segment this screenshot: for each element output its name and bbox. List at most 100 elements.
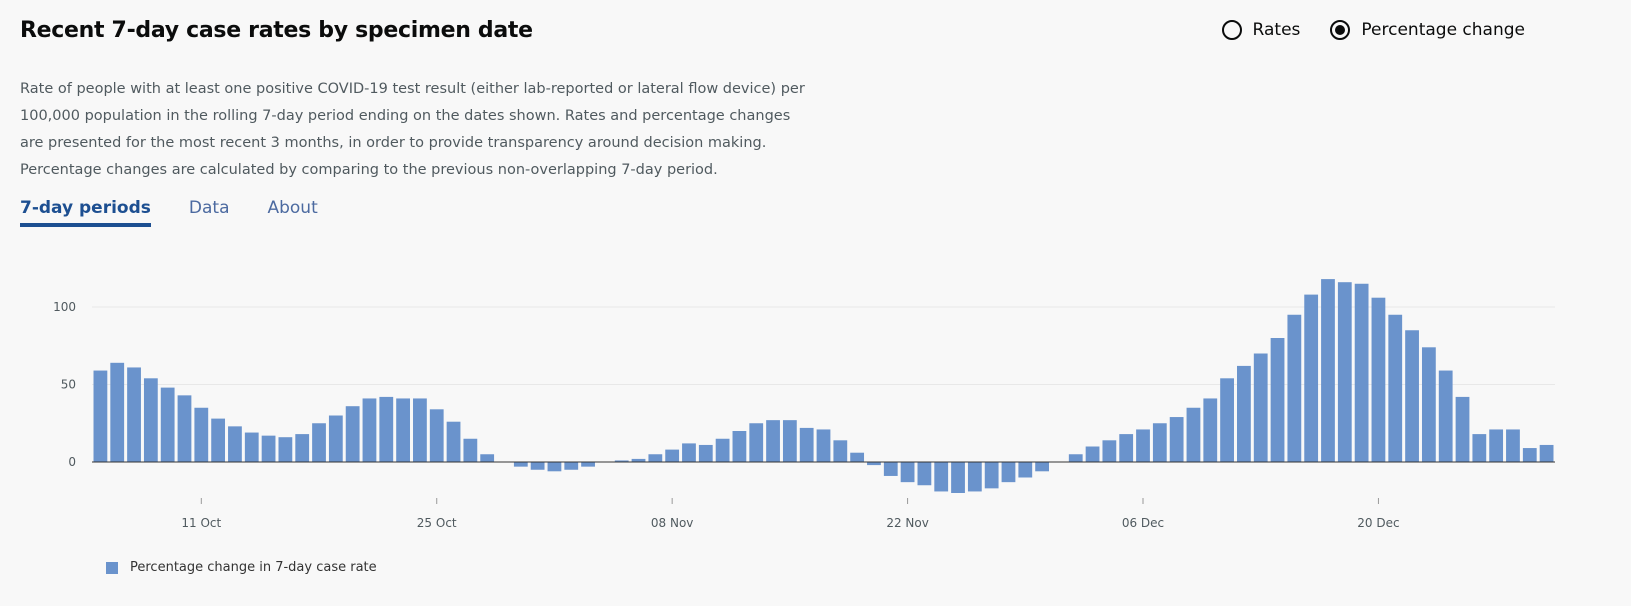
chart-title: Recent 7-day case rates by specimen date <box>20 18 533 43</box>
radio-rates-label: Rates <box>1252 20 1301 40</box>
chart-legend: Percentage change in 7-day case rate <box>106 560 377 575</box>
bar <box>362 398 377 462</box>
bar <box>1506 429 1520 462</box>
bar <box>396 398 410 462</box>
bar <box>1321 279 1335 462</box>
bar <box>967 462 982 492</box>
bar <box>1337 282 1352 462</box>
bar <box>1522 448 1537 462</box>
bar <box>648 454 663 462</box>
radio-rates-circle[interactable] <box>1221 20 1242 40</box>
bar <box>867 462 881 466</box>
radio-percentage-change-circle[interactable] <box>1330 20 1351 40</box>
bar <box>934 462 949 492</box>
bar <box>715 438 730 462</box>
bar <box>312 423 326 462</box>
bar <box>1035 462 1050 472</box>
legend-swatch <box>106 561 118 574</box>
bar <box>564 462 579 470</box>
tab-data[interactable]: Data <box>188 198 230 218</box>
bar <box>799 427 814 462</box>
bar <box>446 421 461 462</box>
bar <box>1472 434 1487 462</box>
y-tick-label: 100 <box>53 300 76 314</box>
bar <box>1169 417 1184 462</box>
bar <box>1102 440 1117 462</box>
bar <box>1371 297 1386 462</box>
bar <box>631 458 646 462</box>
y-tick-label: 50 <box>61 378 76 392</box>
bar <box>917 462 932 486</box>
bar <box>194 407 209 462</box>
bar <box>93 370 108 462</box>
bar <box>1421 347 1436 462</box>
bar <box>749 423 764 462</box>
bar <box>833 440 848 462</box>
bar <box>1388 314 1403 462</box>
bar <box>665 449 680 462</box>
bar <box>244 432 259 462</box>
tab-bar: 7-day periods Data About <box>20 198 318 227</box>
bar <box>143 378 158 462</box>
percentage-change-bar-chart: 0 50 100 11 Oct 25 Oct 08 Nov 22 Nov 06 Dec 20 D… <box>53 279 1555 530</box>
bar <box>530 462 545 470</box>
bar <box>1203 398 1218 462</box>
bar <box>228 426 242 462</box>
chart-area: 0 50 100 11 Oct 25 Oct 08 Nov 22 Nov 06 Dec 20 D… <box>0 240 1631 554</box>
bar <box>1405 330 1419 462</box>
bar <box>581 462 595 467</box>
bar <box>160 387 175 462</box>
bar <box>211 418 226 462</box>
bar <box>379 396 394 462</box>
x-tick-label: 22 Nov <box>886 516 929 530</box>
bar <box>1085 446 1100 462</box>
bar <box>110 362 125 462</box>
bar <box>413 398 427 462</box>
bar <box>614 460 629 462</box>
bar <box>1287 314 1302 462</box>
bar <box>1237 365 1251 462</box>
bar <box>1539 444 1554 462</box>
metric-radio-group: Rates Percentage change <box>1221 20 1525 40</box>
bar <box>261 435 276 462</box>
bar <box>1119 434 1134 462</box>
bar <box>295 434 310 462</box>
bar <box>547 462 562 472</box>
bar <box>1220 378 1234 462</box>
bar <box>127 367 141 462</box>
y-tick-label: 0 <box>68 455 76 469</box>
tab-about[interactable]: About <box>267 198 318 218</box>
tab-7-day-periods[interactable]: 7-day periods <box>20 198 151 227</box>
radio-rates[interactable]: Rates <box>1221 20 1301 40</box>
bar <box>177 395 192 462</box>
bar <box>463 438 478 462</box>
bar <box>698 444 713 462</box>
bar <box>1018 462 1033 478</box>
radio-percentage-change[interactable]: Percentage change <box>1330 20 1525 40</box>
bar <box>1136 429 1150 462</box>
bar <box>816 429 831 462</box>
bar <box>951 462 965 493</box>
bar <box>345 406 360 462</box>
chart-description: Rate of people with at least one positiv… <box>20 81 805 178</box>
x-tick-label: 06 Dec <box>1122 516 1164 530</box>
bar <box>278 437 293 462</box>
x-tick-label: 08 Nov <box>651 516 694 530</box>
legend-label: Percentage change in 7-day case rate <box>130 560 377 575</box>
bar <box>883 462 898 476</box>
bar <box>1489 429 1504 462</box>
bar <box>1455 396 1470 462</box>
bar <box>782 420 797 462</box>
bar <box>1001 462 1016 483</box>
bar <box>850 452 865 462</box>
radio-selected-dot <box>1335 25 1346 35</box>
bar <box>1354 283 1369 462</box>
bar <box>1270 338 1285 462</box>
x-tick-label: 25 Oct <box>417 516 457 530</box>
bar <box>429 409 444 462</box>
bar <box>1304 294 1319 462</box>
x-tick-label: 20 Dec <box>1357 516 1399 530</box>
bar <box>682 443 696 462</box>
bar <box>900 462 915 483</box>
radio-percentage-change-label: Percentage change <box>1361 20 1525 40</box>
